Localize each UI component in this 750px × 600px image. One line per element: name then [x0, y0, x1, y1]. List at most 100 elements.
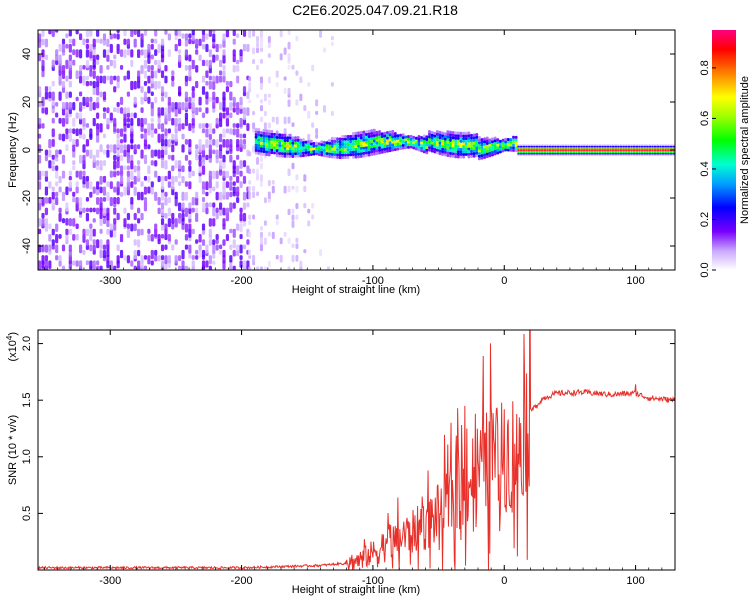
heatmap-cell — [38, 181, 42, 190]
heatmap-cell — [184, 80, 189, 87]
heatmap-cell — [263, 197, 267, 204]
heatmap-cell — [311, 203, 315, 209]
heatmap-cell — [422, 145, 426, 149]
heatmap-cell — [446, 130, 450, 134]
heatmap-cell — [325, 141, 329, 145]
heatmap-cell — [157, 59, 161, 69]
y-tick-label: 40 — [21, 48, 33, 60]
heatmap-cell — [283, 47, 287, 55]
heatmap-cell — [341, 156, 345, 160]
heatmap-cell — [191, 265, 195, 270]
heatmap-cell — [527, 147, 531, 149]
heatmap-cell — [44, 86, 49, 93]
heatmap-cell — [659, 144, 662, 146]
heatmap-cell — [433, 131, 437, 135]
heatmap-cell — [428, 138, 431, 142]
heatmap-cell — [651, 144, 654, 146]
heatmap-cell — [96, 197, 100, 205]
heatmap-cell — [575, 154, 578, 156]
heatmap-cell — [72, 234, 76, 241]
heatmap-cell — [201, 202, 206, 212]
heatmap-cell — [622, 151, 625, 154]
heatmap-cell — [113, 75, 117, 81]
heatmap-cell — [556, 151, 560, 154]
heatmap-cell — [55, 54, 59, 61]
heatmap-cell — [470, 136, 473, 140]
heatmap-cell — [493, 139, 497, 143]
heatmap-cell — [218, 191, 223, 201]
heatmap-cell — [205, 260, 209, 268]
heatmap-cell — [58, 234, 62, 239]
heatmap-cell — [380, 142, 384, 146]
heatmap-cell — [116, 255, 120, 264]
heatmap-cell — [441, 142, 445, 146]
heatmap-cell — [38, 260, 42, 270]
heatmap-cell — [653, 150, 657, 152]
heatmap-cell — [259, 152, 263, 156]
heatmap-cell — [317, 147, 321, 151]
heatmap-cell — [157, 207, 161, 215]
heatmap-cell — [520, 149, 523, 151]
heatmap-cell — [85, 80, 90, 87]
heatmap-cell — [606, 148, 610, 150]
heatmap-cell — [309, 152, 313, 156]
heatmap-cell — [109, 228, 113, 238]
heatmap-cell — [259, 105, 263, 112]
heatmap-cell — [75, 112, 79, 119]
heatmap-cell — [462, 147, 466, 151]
heatmap-cell — [344, 156, 347, 160]
heatmap-cell — [257, 130, 261, 134]
heatmap-cell — [659, 151, 662, 154]
heatmap-cell — [659, 149, 662, 151]
heatmap-cell — [106, 239, 110, 248]
heatmap-cell — [420, 138, 423, 142]
heatmap-cell — [472, 133, 476, 137]
heatmap-cell — [388, 143, 392, 147]
heatmap-cell — [113, 218, 117, 225]
heatmap-cell — [106, 54, 110, 62]
heatmap-cell — [596, 147, 599, 149]
heatmap-cell — [409, 145, 413, 149]
heatmap-cell — [259, 116, 263, 123]
heatmap-cell — [370, 139, 374, 143]
heatmap-cell — [606, 144, 610, 146]
heatmap-cell — [567, 149, 570, 151]
heatmap-cell — [580, 148, 583, 150]
heatmap-cell — [456, 136, 460, 140]
heatmap-cell — [396, 139, 400, 143]
heatmap-cell — [625, 154, 628, 156]
heatmap-cell — [99, 186, 103, 194]
heatmap-cell — [123, 186, 127, 196]
heatmap-cell — [328, 149, 332, 153]
heatmap-cell — [459, 134, 463, 138]
heatmap-cell — [367, 145, 371, 149]
heatmap-cell — [362, 138, 366, 142]
heatmap-cell — [619, 145, 623, 148]
heatmap-cell — [627, 151, 631, 154]
heatmap-cell — [259, 147, 263, 151]
heatmap-cell — [295, 243, 299, 250]
heatmap-cell — [273, 140, 276, 144]
heatmap-cell — [546, 149, 549, 151]
heatmap-cell — [102, 107, 107, 112]
heatmap-cell — [301, 143, 305, 147]
heatmap-cell — [178, 30, 182, 37]
heatmap-cell — [126, 170, 130, 177]
heatmap-cell — [414, 144, 418, 148]
heatmap-cell — [619, 154, 623, 156]
heatmap-cell — [287, 237, 291, 244]
heatmap-cell — [171, 75, 175, 82]
heatmap-cell — [496, 148, 500, 152]
heatmap-cell — [622, 145, 625, 148]
heatmap-cell — [225, 234, 230, 242]
heatmap-cell — [267, 145, 271, 149]
heatmap-cell — [609, 151, 612, 154]
heatmap-cell — [533, 148, 536, 150]
heatmap-cell — [464, 152, 468, 156]
heatmap-cell — [330, 136, 334, 140]
heatmap-cell — [325, 146, 329, 150]
heatmap-cell — [370, 147, 374, 151]
heatmap-cell — [44, 223, 49, 232]
heatmap-cell — [137, 144, 141, 150]
heatmap-cell — [362, 146, 366, 150]
